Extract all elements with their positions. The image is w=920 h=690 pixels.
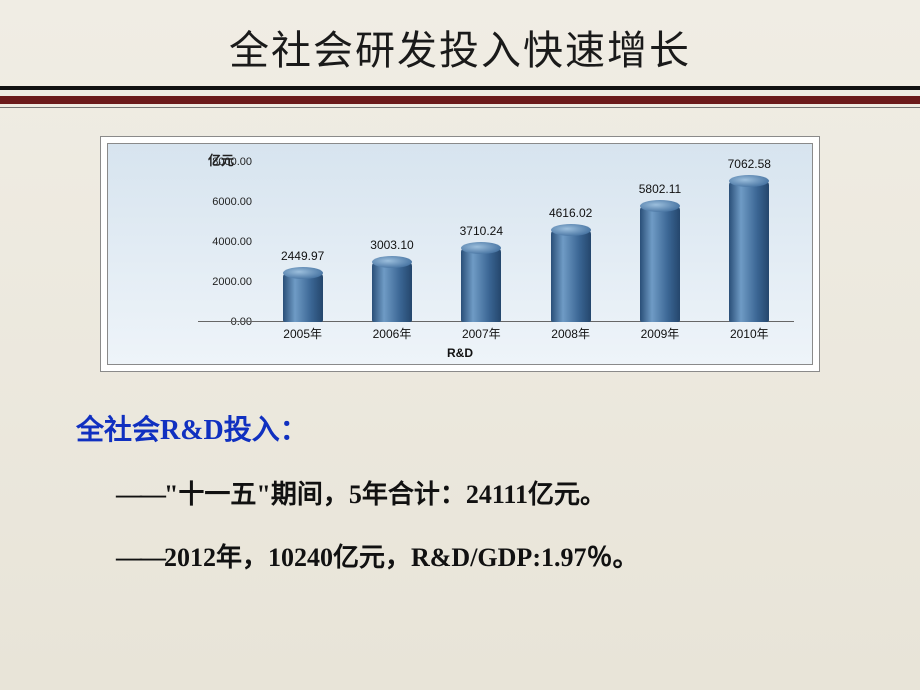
bar-slot: 3710.24	[456, 162, 506, 322]
bar-value-label: 3710.24	[460, 224, 503, 238]
x-axis-title: R&D	[108, 346, 812, 360]
bar: 7062.58	[729, 181, 769, 322]
x-tick-label: 2008年	[546, 325, 596, 342]
x-tick-label: 2009年	[635, 325, 685, 342]
bar-slot: 3003.10	[367, 162, 417, 322]
body-heading: 全社会R&D投入：	[76, 408, 860, 448]
bar-slot: 5802.11	[635, 162, 685, 322]
body-line-2-text: 2012年，10240亿元，R&D/GDP:1.97％。	[164, 543, 638, 572]
y-axis-ticks: 0.002000.004000.006000.008000.00	[198, 162, 258, 322]
y-tick: 8000.00	[212, 156, 252, 168]
chart-plot: 0.002000.004000.006000.008000.00 2449.97…	[198, 162, 794, 322]
y-tick: 2000.00	[212, 276, 252, 288]
x-axis-labels: 2005年 2006年 2007年 2008年 2009年 2010年	[258, 325, 794, 342]
body-line-1-text: "十一五"期间，5年合计：24111亿元。	[164, 480, 606, 509]
bar-series: 2449.97 3003.10 3710.24 4616.02 5802.11 7062.…	[258, 162, 794, 322]
bar-value-label: 7062.58	[728, 157, 771, 171]
y-tick: 0.00	[231, 316, 252, 328]
y-tick: 6000.00	[212, 196, 252, 208]
x-tick-label: 2007年	[456, 325, 506, 342]
slide-title-bar: 全社会研发投入快速增长	[0, 0, 920, 86]
bar: 4616.02	[551, 230, 591, 322]
bar-value-label: 3003.10	[370, 238, 413, 252]
chart-container: 亿元 0.002000.004000.006000.008000.00 2449…	[100, 136, 820, 372]
bar-slot: 7062.58	[724, 162, 774, 322]
body-text-block: 全社会R&D投入： ——"十一五"期间，5年合计：24111亿元。 ——2012…	[76, 408, 860, 574]
bar-value-label: 5802.11	[639, 182, 682, 196]
bar-slot: 2449.97	[278, 162, 328, 322]
title-divider	[0, 86, 920, 108]
body-line-1: ——"十一五"期间，5年合计：24111亿元。	[116, 474, 860, 511]
body-line-2: ——2012年，10240亿元，R&D/GDP:1.97％。	[116, 537, 860, 574]
divider-thin	[0, 107, 920, 108]
body-line-2-prefix: ——	[116, 543, 164, 572]
bar-value-label: 4616.02	[549, 206, 592, 220]
bar-value-label: 2449.97	[281, 249, 324, 263]
x-tick-label: 2005年	[278, 325, 328, 342]
y-tick: 4000.00	[212, 236, 252, 248]
divider-red	[0, 96, 920, 104]
bar-slot: 4616.02	[546, 162, 596, 322]
bar: 2449.97	[283, 273, 323, 322]
bar: 3003.10	[372, 262, 412, 322]
slide-title: 全社会研发投入快速增长	[0, 18, 920, 76]
body-line-1-prefix: ——	[116, 480, 164, 509]
bar: 5802.11	[640, 206, 680, 322]
x-tick-label: 2006年	[367, 325, 417, 342]
chart-plot-area: 亿元 0.002000.004000.006000.008000.00 2449…	[107, 143, 813, 365]
bar: 3710.24	[461, 248, 501, 322]
x-tick-label: 2010年	[724, 325, 774, 342]
